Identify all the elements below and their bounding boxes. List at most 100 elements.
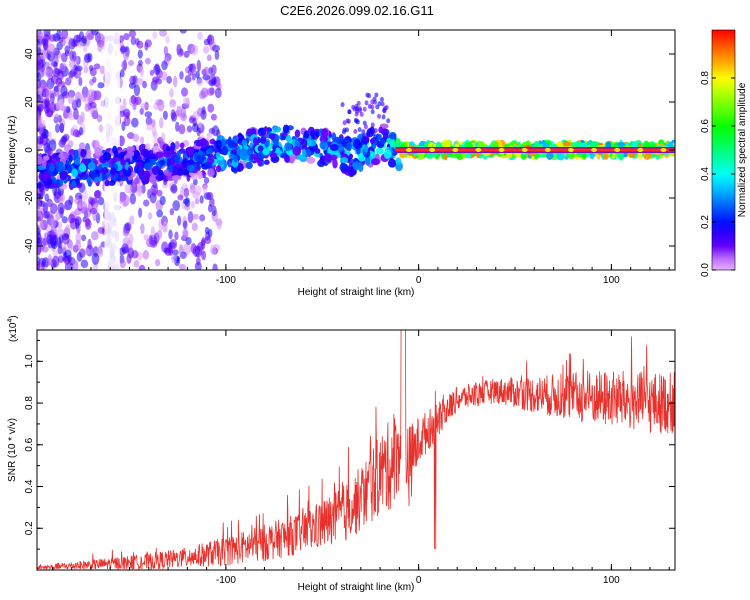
heatmap-cell <box>176 48 184 58</box>
heatmap-cell <box>310 129 316 136</box>
heatmap-cell <box>332 158 338 169</box>
heatmap-cell <box>68 38 76 50</box>
heatmap-cell <box>119 110 126 117</box>
heatmap-cell <box>178 124 186 135</box>
heatmap-cell <box>562 141 571 147</box>
heatmap-cell <box>182 220 188 230</box>
heatmap-cell <box>51 183 58 189</box>
heatmap-cell <box>61 135 68 143</box>
heatmap-cell <box>101 166 109 174</box>
heatmap-cell <box>152 131 158 140</box>
heatmap-cell <box>347 109 352 115</box>
heatmap-cell <box>135 161 143 168</box>
heatmap-cell <box>377 101 382 107</box>
heatmap-cell <box>618 151 625 161</box>
heatmap-cell <box>251 153 258 160</box>
heatmap-cell <box>190 44 199 56</box>
heatmap-cell <box>189 184 196 194</box>
heatmap-cell <box>203 177 210 184</box>
heatmap-cell <box>110 167 117 175</box>
heatmap-cell <box>37 230 41 237</box>
heatmap-cell <box>73 260 79 270</box>
heatmap-cell <box>371 143 376 149</box>
heatmap-cell <box>75 231 82 244</box>
heatmap-cell <box>169 208 175 216</box>
heatmap-cell <box>55 211 61 221</box>
heatmap-cell <box>50 203 58 214</box>
heatmap-cell <box>345 135 350 141</box>
heatmap-cell <box>67 140 74 148</box>
heatmap-cell <box>81 94 87 102</box>
heatmap-cell <box>92 76 97 83</box>
heatmap-cell <box>78 248 86 258</box>
heatmap-cell <box>215 165 222 173</box>
heatmap-cell <box>49 102 55 111</box>
heatmap-cell <box>126 146 133 153</box>
heatmap-cell <box>179 30 187 34</box>
heatmap-cell <box>208 79 216 87</box>
heatmap-cell <box>376 133 382 140</box>
heatmap-cell <box>191 222 198 232</box>
heatmap-cell <box>186 165 195 172</box>
heatmap-cell <box>37 77 41 90</box>
heatmap-cell <box>90 105 98 118</box>
heatmap-cell <box>603 151 609 160</box>
snr-series-line <box>37 330 675 570</box>
heatmap-cell <box>162 110 168 120</box>
heatmap-cell <box>91 231 99 241</box>
heatmap-cell <box>159 195 166 206</box>
heatmap-cell <box>173 155 180 163</box>
heatmap-cell <box>136 77 144 85</box>
heatmap-cell <box>136 40 144 49</box>
heatmap-cell <box>57 70 64 81</box>
heatmap-cell <box>157 229 163 240</box>
heatmap-cell <box>140 223 145 235</box>
snr-multiplier-base: (x10 <box>8 322 19 342</box>
heatmap-cell <box>128 30 137 38</box>
heatmap-cell <box>59 122 65 134</box>
y-tick-label: 0.8 <box>24 396 35 410</box>
snr-line <box>37 330 675 570</box>
heatmap-cell <box>67 113 75 121</box>
heatmap-cell <box>52 255 60 268</box>
heatmap-cell <box>643 152 652 160</box>
heatmap-cell <box>362 132 367 138</box>
heatmap-cell <box>194 245 202 258</box>
heatmap-cell <box>202 46 210 54</box>
heatmap-cell <box>194 198 200 205</box>
heatmap-cell <box>284 154 290 163</box>
heatmap-cell <box>184 75 192 84</box>
heatmap-cell <box>171 249 179 256</box>
heatmap-cell <box>177 194 184 201</box>
heatmap-cell <box>367 93 372 99</box>
spectrogram-xlabel: Height of straight line (km) <box>298 287 415 298</box>
heatmap-cell <box>122 167 130 177</box>
heatmap-cell <box>147 212 153 220</box>
heatmap-cell <box>191 213 200 220</box>
heatmap-cell <box>138 207 143 218</box>
heatmap-cell <box>161 60 168 71</box>
heatmap-cell <box>383 149 392 160</box>
heatmap-cell <box>214 50 220 61</box>
ridge-peak <box>637 148 644 152</box>
heatmap-cell <box>93 177 99 183</box>
heatmap-cell <box>97 226 105 234</box>
heatmap-cell <box>362 120 367 126</box>
y-tick-label: 1.0 <box>24 354 35 368</box>
x-tick-label: -100 <box>216 575 236 586</box>
heatmap-cell <box>216 220 222 231</box>
heatmap-cell <box>130 36 137 46</box>
heatmap-cell <box>241 139 247 146</box>
heatmap-cell <box>122 97 127 110</box>
heatmap-cell <box>174 141 180 150</box>
heatmap-cell <box>172 75 178 88</box>
heatmap-cell <box>371 131 376 137</box>
heatmap-cell <box>37 110 40 119</box>
heatmap-cell <box>45 109 53 118</box>
heatmap-cell <box>306 156 316 164</box>
heatmap-cell <box>263 159 270 165</box>
heatmap-cell <box>358 108 363 114</box>
heatmap-cell <box>187 211 194 223</box>
heatmap-cell <box>179 142 185 149</box>
heatmap-cell <box>353 162 360 171</box>
